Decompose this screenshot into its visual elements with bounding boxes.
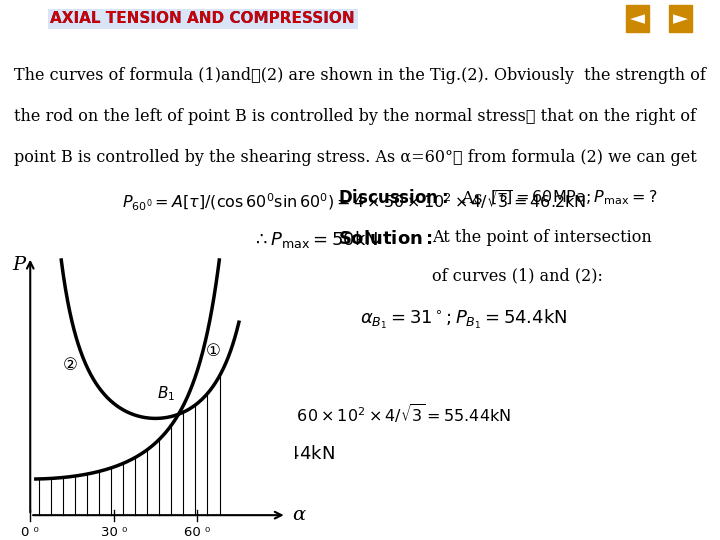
Text: The curves of formula (1)and、(2) are shown in the Tig.(2). Obviously  the streng: The curves of formula (1)and、(2) are sho…: [14, 68, 706, 84]
Text: AXIAL TENSION AND COMPRESSION: AXIAL TENSION AND COMPRESSION: [50, 11, 355, 26]
Text: of curves (1) and (2):: of curves (1) and (2):: [432, 267, 603, 284]
Text: 0 ⁰: 0 ⁰: [22, 526, 39, 539]
Text: At the point of intersection: At the point of intersection: [432, 230, 652, 246]
Text: $\therefore P_{\max}=55.44\mathrm{kN}$: $\therefore P_{\max}=55.44\mathrm{kN}$: [180, 443, 335, 464]
Text: the rod on the left of point B is controlled by the normal stress， that on the r: the rod on the left of point B is contro…: [14, 108, 696, 125]
Text: $\mathbf{Discussion:}$  As: $\mathbf{Discussion:}$ As: [338, 189, 484, 207]
Text: $\therefore P_{\max}=50\mathrm{kN}$: $\therefore P_{\max}=50\mathrm{kN}$: [252, 230, 379, 251]
Text: AXIAL TENSION AND COMPRESSION: AXIAL TENSION AND COMPRESSION: [50, 11, 355, 26]
Text: 30 ⁰: 30 ⁰: [101, 526, 127, 539]
Text: $P_{B_1,60}=A[\tau]/(\cos 60^\circ\sin 60^\circ)=4\times60\times10^2\times4/\sqr: $P_{B_1,60}=A[\tau]/(\cos 60^\circ\sin 6…: [14, 402, 511, 429]
Text: ◄: ◄: [630, 9, 644, 29]
Text: P: P: [12, 256, 25, 274]
Text: ►: ►: [673, 9, 688, 29]
Text: 60 ⁰: 60 ⁰: [184, 526, 210, 539]
Text: ①: ①: [206, 342, 220, 360]
Text: $[\tau]=60\mathrm{MPa}; P_{\max}=?$: $[\tau]=60\mathrm{MPa}; P_{\max}=?$: [490, 189, 657, 207]
Text: $\mathbf{Solution:}$: $\mathbf{Solution:}$: [338, 230, 433, 247]
Text: $\alpha_{B_1}=31^\circ; P_{B_1}=54.4\mathrm{kN}$: $\alpha_{B_1}=31^\circ; P_{B_1}=54.4\mat…: [360, 308, 567, 331]
Text: point B is controlled by the shearing stress. As α=60°， from formula (2) we can : point B is controlled by the shearing st…: [14, 148, 697, 165]
Text: α: α: [292, 506, 305, 524]
Text: $B_1$: $B_1$: [158, 384, 176, 403]
Text: $P_{60^0} = A[\tau]/(\cos 60^0 \sin 60^0) = 4\times50\times10^2\times4/\sqrt{3} : $P_{60^0} = A[\tau]/(\cos 60^0 \sin 60^0…: [122, 189, 587, 213]
Text: ②: ②: [63, 356, 78, 374]
